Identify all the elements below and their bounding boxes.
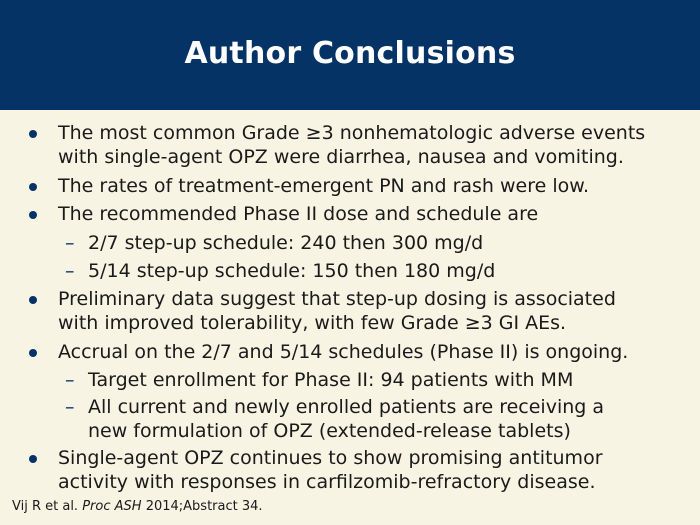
bullet-text-line: Accrual on the 2/7 and 5/14 schedules (P… — [58, 341, 629, 363]
bullet-dot-icon — [29, 349, 37, 357]
dash-icon: – — [65, 369, 75, 391]
sub-bullet-text-line: All current and newly enrolled patients … — [88, 396, 605, 418]
bullet-dot-icon — [29, 211, 37, 219]
bullet-text-line: with single-agent OPZ were diarrhea, nau… — [58, 146, 624, 168]
sub-bullet-text-line: 5/14 step-up schedule: 150 then 180 mg/d — [88, 260, 496, 282]
citation-journal: Proc ASH — [82, 499, 142, 514]
bullet-text-line: Preliminary data suggest that step-up do… — [58, 288, 616, 310]
bullet-text-line: The most common Grade ≥3 nonhematologic … — [58, 122, 646, 144]
citation-details: 2014;Abstract 34. — [145, 499, 263, 514]
bullet-dot-icon — [29, 296, 37, 304]
dash-icon: – — [65, 396, 75, 418]
citation-authors: Vij R et al. — [12, 499, 79, 514]
bullet-text-line: activity with responses in carfilzomib-r… — [58, 471, 596, 493]
bullet-text-line: The recommended Phase II dose and schedu… — [58, 203, 539, 225]
sub-bullet-text-line: Target enrollment for Phase II: 94 patie… — [88, 369, 574, 391]
title-bar: Author Conclusions — [0, 0, 700, 110]
dash-icon: – — [65, 232, 75, 254]
bullet-dot-icon — [29, 130, 37, 138]
dash-icon: – — [65, 260, 75, 282]
bullet-text-line: Single-agent OPZ continues to show promi… — [58, 447, 603, 469]
bullet-dot-icon — [29, 183, 37, 191]
sub-bullet-text-line: 2/7 step-up schedule: 240 then 300 mg/d — [88, 232, 484, 254]
sub-bullet-text-line: new formulation of OPZ (extended-release… — [88, 420, 571, 442]
slide-title: Author Conclusions — [184, 35, 516, 71]
bullet-text-line: The rates of treatment-emergent PN and r… — [58, 175, 590, 197]
citation: Vij R et al. Proc ASH 2014;Abstract 34. — [12, 499, 263, 515]
bullet-dot-icon — [29, 455, 37, 463]
bullet-text-line: with improved tolerability, with few Gra… — [58, 312, 567, 334]
